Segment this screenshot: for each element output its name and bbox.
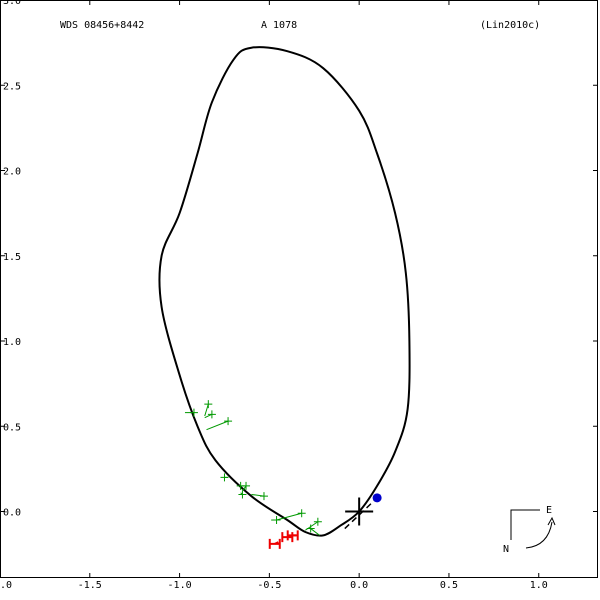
compass: E N (503, 505, 556, 555)
observation-point (220, 473, 229, 482)
x-axis-ticks: -2.0 -1.5 -1.0 -0.5 0.0 0.5 1.0 (0, 0, 548, 591)
observation-point (238, 490, 247, 499)
companion-position-dot (372, 493, 382, 503)
y-axis-ticks: 3.0 2.5 2.0 1.5 1.0 0.5 0.0 (0, 0, 598, 519)
line-of-nodes (344, 497, 378, 530)
x-tick-label: 1.0 (530, 580, 548, 591)
observation-point (189, 408, 198, 417)
y-tick-label: 1.5 (3, 252, 21, 263)
compass-arrowhead-icon (547, 516, 556, 526)
plot-border (0, 0, 598, 578)
compass-east-label: E (546, 505, 552, 516)
y-tick-label: 3.0 (3, 0, 21, 7)
x-tick-label: 0.5 (440, 580, 458, 591)
discoverer-label: A 1078 (261, 20, 297, 31)
residual-line (276, 512, 302, 521)
x-tick-label: -1.0 (168, 580, 192, 591)
observation-point (242, 481, 251, 490)
residual-line (242, 485, 247, 492)
x-tick-label: 0.0 (350, 580, 368, 591)
observation-point (204, 400, 213, 409)
observation-point (207, 410, 216, 419)
x-tick-label: -1.5 (78, 580, 102, 591)
marker-layer (344, 493, 382, 530)
y-tick-label: 1.0 (3, 337, 21, 348)
highlighted-observation-point (268, 538, 281, 549)
y-tick-label: 2.5 (3, 81, 21, 92)
residual-line (204, 403, 209, 417)
y-tick-label: 0.5 (3, 422, 21, 433)
reference-label: (Lin2010c) (480, 20, 540, 31)
x-tick-label: -0.5 (257, 580, 281, 591)
y-tick-label: 0.0 (3, 508, 21, 519)
observation-point (306, 524, 315, 533)
y-tick-label: 2.0 (3, 167, 21, 178)
compass-lines (510, 509, 540, 540)
residual-line (204, 413, 213, 419)
observation-point (224, 417, 233, 426)
x-tick-label: -2.0 (0, 580, 12, 591)
observation-point (297, 509, 306, 518)
observation-point (259, 492, 268, 501)
observation-point (313, 517, 322, 526)
orbit-ellipse (158, 46, 411, 537)
compass-north-label: N (503, 544, 509, 555)
residual-line (206, 420, 229, 431)
residual-line (310, 528, 320, 536)
axis-frame (0, 0, 598, 578)
highlighted-observation-point (286, 530, 299, 541)
primary-star-marker (345, 497, 374, 526)
compass-arc (525, 521, 553, 549)
star-id-label: WDS 08456+8442 (60, 20, 144, 31)
observation-layer (184, 400, 322, 549)
orbit-layer (158, 46, 411, 537)
